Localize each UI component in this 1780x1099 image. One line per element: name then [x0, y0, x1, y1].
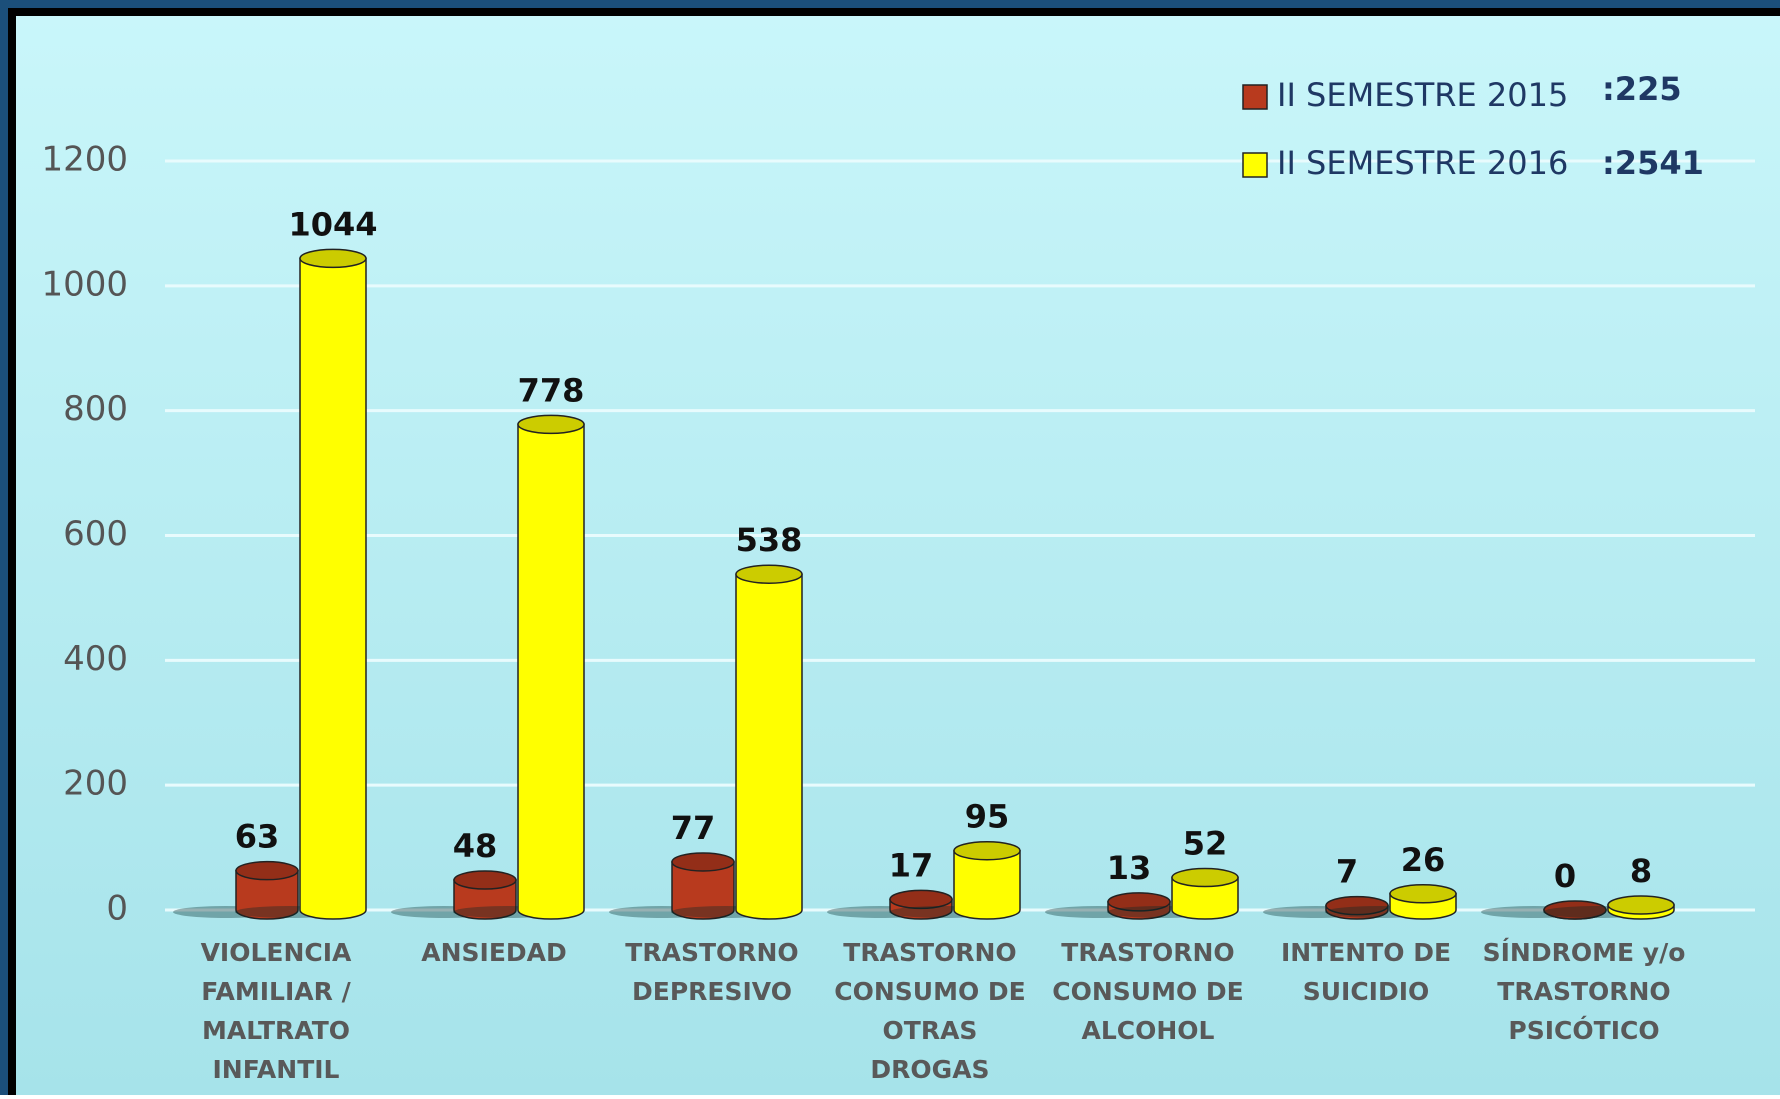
- value-label: 538: [736, 521, 803, 559]
- x-tick-label: INFANTIL: [213, 1055, 340, 1084]
- y-tick-label: 1000: [41, 264, 128, 304]
- bar-top: [1607, 895, 1675, 915]
- value-label: 26: [1401, 841, 1446, 879]
- bar: [671, 861, 735, 920]
- x-tick-label: TRASTORNO: [625, 938, 798, 967]
- bar-top: [1389, 884, 1457, 904]
- bar-top: [671, 852, 735, 872]
- legend-total: :2541: [1602, 144, 1704, 182]
- legend-swatch: [1242, 152, 1268, 178]
- value-label: 77: [671, 809, 716, 847]
- value-label: 13: [1107, 849, 1152, 887]
- value-label: 17: [889, 846, 934, 884]
- x-tick-label: FAMILIAR /: [201, 977, 351, 1006]
- bar: [1171, 876, 1239, 920]
- bar-top: [735, 564, 803, 584]
- bar: [235, 869, 299, 920]
- x-tick-label: SÍNDROME y/o: [1483, 938, 1686, 967]
- bar: [953, 849, 1021, 920]
- bar-top: [453, 870, 517, 890]
- x-tick-label: SUICIDIO: [1303, 977, 1430, 1006]
- y-tick-label: 1200: [41, 140, 128, 180]
- x-tick-label: PSICÓTICO: [1508, 1015, 1659, 1045]
- x-tick-label: TRASTORNO: [843, 938, 1016, 967]
- x-tick-label: DROGAS: [870, 1055, 989, 1084]
- x-tick-label: INTENTO DE: [1281, 938, 1451, 967]
- bar: [735, 573, 803, 920]
- bar-top: [1325, 895, 1389, 916]
- bar: [517, 423, 585, 920]
- x-tick-label: TRASTORNO: [1061, 938, 1234, 967]
- y-tick-label: 400: [63, 639, 128, 679]
- x-tick-label: VIOLENCIA: [201, 938, 352, 967]
- value-label: 0: [1554, 857, 1576, 895]
- x-tick-label: TRASTORNO: [1497, 977, 1670, 1006]
- bar-top: [299, 248, 367, 269]
- bar-top: [1171, 867, 1239, 888]
- legend-swatch: [1242, 84, 1268, 110]
- value-label: 95: [965, 798, 1010, 836]
- bar: [299, 257, 367, 920]
- x-tick-label: ANSIEDAD: [421, 938, 567, 967]
- bar-top: [1543, 900, 1607, 920]
- value-label: 8: [1630, 852, 1652, 890]
- bar-top: [235, 860, 299, 881]
- bar-top: [1107, 892, 1171, 912]
- value-label: 52: [1183, 825, 1228, 863]
- legend-label: II SEMESTRE 2015: [1277, 76, 1568, 114]
- x-tick-label: CONSUMO DE: [1052, 977, 1244, 1006]
- legend-total: :225: [1602, 70, 1682, 108]
- y-tick-label: 0: [106, 889, 128, 929]
- y-tick-label: 200: [63, 764, 128, 804]
- legend-label: II SEMESTRE 2016: [1277, 144, 1568, 182]
- value-label: 48: [453, 827, 498, 865]
- bar: [453, 879, 517, 920]
- x-tick-label: DEPRESIVO: [632, 977, 792, 1006]
- x-tick-label: CONSUMO DE: [834, 977, 1026, 1006]
- x-tick-label: MALTRATO: [202, 1016, 350, 1045]
- value-label: 1044: [288, 205, 377, 243]
- bar-top: [953, 840, 1021, 861]
- value-label: 63: [235, 818, 280, 856]
- y-tick-label: 800: [63, 389, 128, 429]
- bar-top: [889, 889, 953, 910]
- y-tick-label: 600: [63, 514, 128, 554]
- value-label: 7: [1336, 853, 1358, 891]
- x-tick-label: OTRAS: [883, 1016, 978, 1045]
- bar-top: [517, 414, 585, 435]
- value-label: 778: [518, 371, 585, 409]
- x-tick-label: ALCOHOL: [1082, 1016, 1215, 1045]
